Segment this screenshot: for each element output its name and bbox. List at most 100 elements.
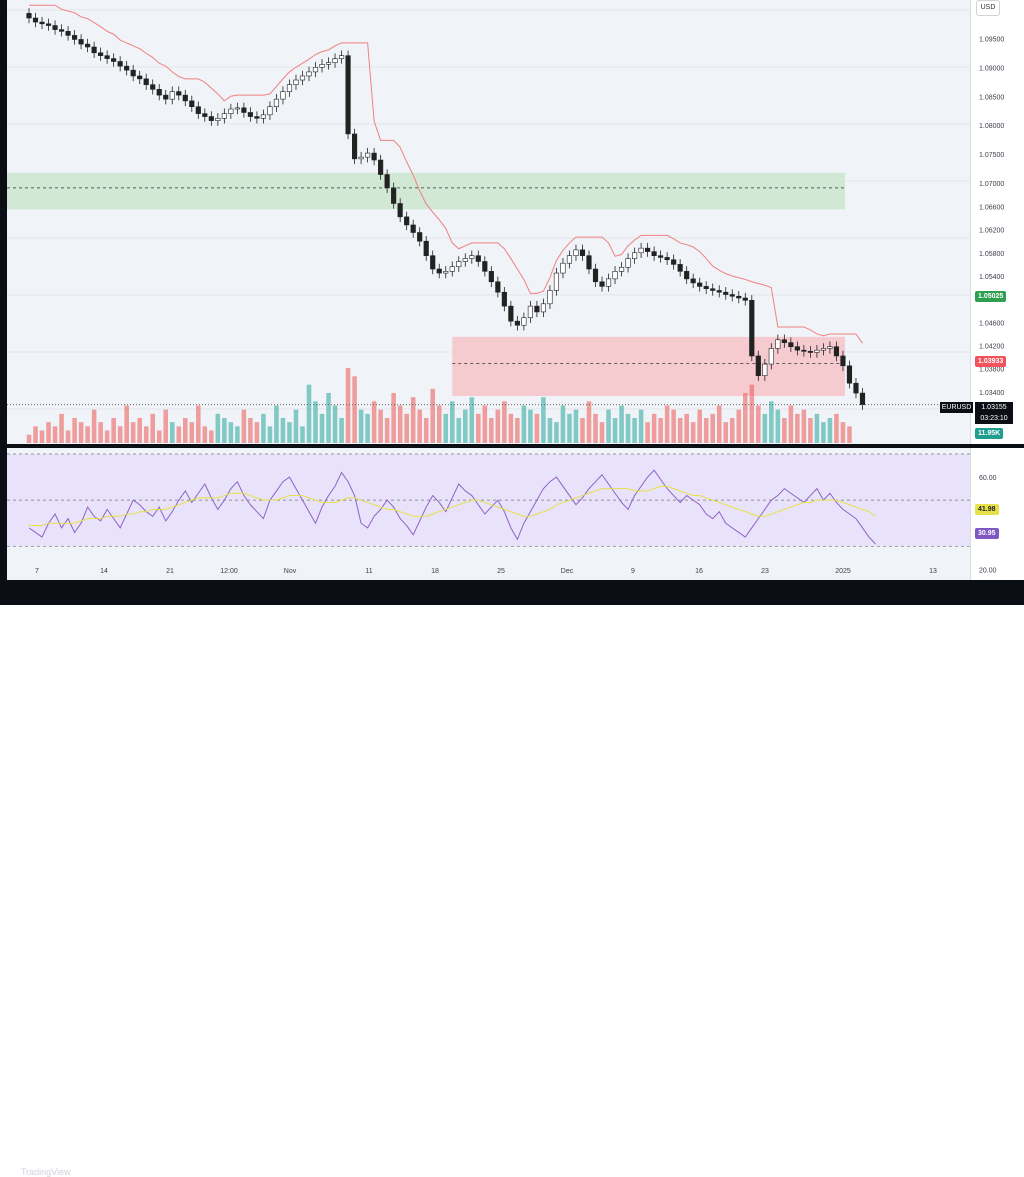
price-tick: 1.07000 [979,181,1004,188]
rsi-ma-line [29,485,876,527]
volume-bar [345,368,351,443]
candle [404,211,410,231]
candle-body [553,272,560,291]
volume-bar [534,413,540,443]
candle-countdown: 03:23:10 [980,415,1008,422]
candle-body [72,35,78,40]
rsi-chart[interactable] [7,448,970,580]
time-tick: 13 [929,568,937,575]
volume-bar [638,409,644,443]
volume-bar [384,418,390,443]
volume-bar [729,418,735,443]
candle-body [247,112,253,117]
rsi-pane[interactable] [7,448,970,580]
price-tick: 1.04600 [979,320,1004,327]
candle-body [579,249,586,256]
candle [508,300,514,327]
price-pane[interactable] [7,0,970,444]
tradingview-logo[interactable]: 17 TradingView [8,1167,71,1177]
candle [527,300,533,323]
candle [768,343,774,370]
symbol-badge: EURUSD [940,402,973,413]
volume-bar [248,418,253,443]
time-axis[interactable]: 7 14 21 12:00 Nov 11 18 25 Dec 9 16 23 2025 13 [7,560,970,580]
candle [462,253,468,267]
candle [58,24,65,37]
rsi-ma-badge: 41.98 [975,504,999,515]
candle-body [794,346,800,351]
candle [658,250,664,263]
candle [749,295,755,362]
volume-bar [423,418,429,443]
candle-body [625,258,631,268]
candle-body [156,89,162,96]
volume-bar [703,418,709,443]
candle-body [397,203,403,218]
candle [645,242,651,257]
volume-bar [130,422,136,443]
candle-body [241,107,247,113]
resistance-price-badge: 1.05025 [975,291,1007,302]
volume-bar [541,397,546,443]
candle-body [312,66,319,73]
candle-body [91,46,97,54]
candle [78,34,84,50]
candle-body [697,282,703,287]
candle-body [840,355,846,367]
candle [716,285,722,298]
candle-body [430,255,436,270]
candle-body [768,348,774,365]
time-tick: 12:00 [220,568,238,575]
volume-bar [697,409,702,443]
price-tick: 1.06600 [979,204,1004,211]
time-tick: 21 [166,568,174,575]
candle-body [169,91,175,100]
volume-bar [404,413,409,443]
volume-bar [430,388,435,443]
volume-bar [287,422,292,443]
volume-bar [52,426,58,443]
candle [163,89,169,105]
volume-bar [782,418,787,443]
rsi-tick: 60.00 [979,475,997,482]
candle [521,312,527,331]
candle [72,30,78,45]
candle [391,182,397,209]
candle [488,266,494,287]
candle [423,235,429,261]
candle [65,26,71,41]
candle [755,350,761,381]
candle [579,244,586,261]
candle-body [742,297,748,301]
candle-body [690,278,696,284]
currency-button[interactable]: USD [976,0,1000,16]
candle [410,219,416,238]
brand-name: TradingView [21,1167,71,1177]
candle-body [456,261,462,267]
price-chart[interactable] [7,0,970,444]
rsi-tick: 20.00 [979,567,997,574]
candle-body [618,266,625,272]
last-price-badge-group: EURUSD 1.03155 03:23:10 [940,402,1020,424]
volume-bar [651,413,657,443]
candle [189,95,195,112]
time-tick: Dec [561,568,574,575]
volume-bar [352,376,357,443]
candle-body [150,84,156,90]
volume-bar [169,422,175,443]
candle [241,102,247,118]
price-tick: 1.09000 [979,65,1004,72]
candle-body [729,294,735,297]
volume-bar [625,413,631,443]
candle [833,341,840,362]
candle [293,74,299,90]
volume-bar [365,413,370,443]
volume-bar [319,413,325,443]
candle-body [404,216,410,226]
price-axis[interactable]: 1.09500 1.09000 1.08500 1.08000 1.07500 1.070… [970,0,1024,444]
candle [853,378,859,399]
candle-body [560,262,566,274]
volume-bar [254,422,260,443]
candle-body [423,240,429,256]
rsi-line [28,469,876,545]
